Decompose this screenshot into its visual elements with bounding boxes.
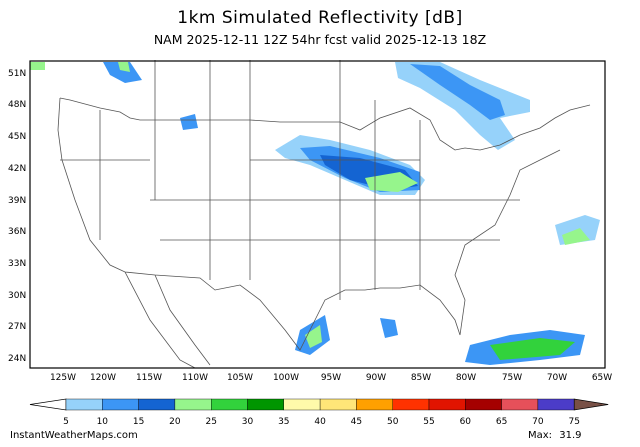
lon-tick-label: 110W (182, 373, 208, 383)
colorbar-label: 70 (532, 417, 544, 427)
colorbar-label: 25 (205, 417, 216, 427)
lon-tick-label: 115W (136, 373, 162, 383)
map-frame (29, 60, 606, 369)
colorbar-segment (319, 398, 357, 411)
lat-tick-label: 24N (8, 354, 26, 364)
colorbar-label: 55 (423, 417, 434, 427)
colorbar-segment (392, 398, 430, 411)
colorbar-under-arrow (29, 398, 67, 411)
lon-tick-label: 85W (411, 373, 431, 383)
colorbar-label: 40 (314, 417, 326, 427)
lon-tick-label: 120W (90, 373, 116, 383)
map-title: 1km Simulated Reflectivity [dB] (177, 8, 463, 28)
colorbar-label: 75 (568, 417, 579, 427)
colorbar-segment (465, 398, 502, 411)
colorbar-label: 60 (460, 417, 472, 427)
lat-tick-label: 45N (8, 132, 26, 142)
lon-tick-label: 80W (456, 373, 476, 383)
max-value: 31.9 (559, 430, 582, 441)
colorbar-over-arrow (573, 398, 609, 411)
lat-tick-label: 33N (8, 259, 26, 269)
lat-tick-label: 51N (8, 69, 26, 79)
reflectivity-field (30, 62, 600, 365)
lat-tick-label: 39N (8, 196, 26, 206)
colorbar-label: 35 (278, 417, 289, 427)
lon-tick-label: 70W (547, 373, 567, 383)
colorbar-segment (65, 398, 103, 411)
colorbar-segment (102, 398, 139, 411)
lon-tick-label: 125W (50, 373, 76, 383)
colorbar-label: 15 (133, 417, 144, 427)
lat-tick-label: 42N (8, 164, 26, 174)
colorbar-label: 65 (496, 417, 507, 427)
colorbar-label: 10 (97, 417, 109, 427)
lon-tick-label: 65W (592, 373, 612, 383)
lon-tick-label: 100W (273, 373, 299, 383)
lat-tick-label: 30N (8, 291, 26, 301)
colorbar-segment (210, 398, 248, 411)
colorbar-label: 20 (169, 417, 181, 427)
lat-tick-label: 48N (8, 100, 26, 110)
colorbar-label: 45 (351, 417, 362, 427)
colorbar-segment (501, 398, 539, 411)
lon-ticks: 125W 120W 115W 110W 105W 100W 95W 90W 85… (50, 373, 612, 383)
lat-tick-label: 27N (8, 322, 26, 332)
map-subtitle: NAM 2025-12-11 12Z 54hr fcst valid 2025-… (153, 32, 487, 47)
max-label: Max: (528, 430, 553, 441)
colorbar-segment (247, 398, 284, 411)
colorbar: 5 10 15 20 25 30 35 40 45 50 55 60 65 70 75 (29, 398, 609, 427)
site-credit: InstantWeatherMaps.com (10, 430, 138, 441)
lat-tick-label: 36N (8, 227, 26, 237)
lon-tick-label: 105W (227, 373, 253, 383)
colorbar-label: 30 (242, 417, 254, 427)
colorbar-segment (174, 398, 212, 411)
lat-ticks: 51N 48N 45N 42N 39N 36N 33N 30N 27N 24N (8, 69, 26, 364)
lon-tick-label: 95W (321, 373, 341, 383)
colorbar-segment (283, 398, 321, 411)
political-boundaries (57, 60, 591, 369)
colorbar-label: 50 (387, 417, 399, 427)
lon-tick-label: 90W (366, 373, 386, 383)
colorbar-segment (428, 398, 466, 411)
colorbar-segment (537, 398, 575, 411)
max-value-readout: Max: 31.9 (528, 430, 582, 441)
lon-tick-label: 75W (502, 373, 522, 383)
colorbar-label: 5 (63, 417, 69, 427)
colorbar-segment (356, 398, 393, 411)
colorbar-segment (138, 398, 176, 411)
